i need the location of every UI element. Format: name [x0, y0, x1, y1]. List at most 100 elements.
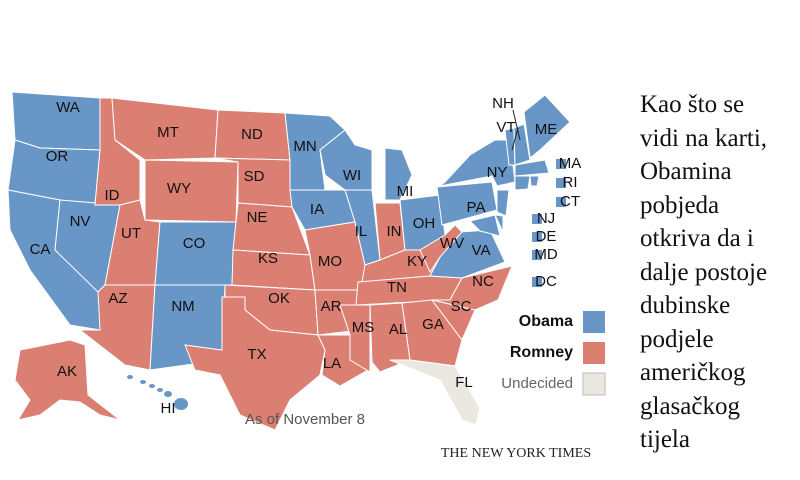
legend-label: Undecided [501, 375, 573, 392]
state [319, 129, 373, 191]
state [523, 94, 571, 159]
state [469, 214, 501, 237]
state-label: NY [487, 164, 508, 181]
state-label: ME [535, 121, 558, 138]
state-label: AZ [108, 290, 127, 307]
state-label: DC [535, 273, 557, 290]
state-label: IN [387, 223, 402, 240]
caption-line: pobjeda [640, 191, 720, 219]
state-label: MA [559, 155, 582, 172]
leader-line [512, 109, 521, 141]
state [369, 302, 411, 373]
state-label: MO [318, 253, 342, 270]
state-label: NE [247, 209, 268, 226]
state [149, 384, 155, 388]
state [384, 147, 413, 201]
state-label: OH [413, 215, 436, 232]
state-swatch [532, 232, 542, 242]
state [339, 304, 371, 373]
state-swatch [556, 197, 566, 207]
state-label: TN [387, 279, 407, 296]
state-label: NJ [537, 210, 555, 227]
state-label: CT [560, 193, 580, 210]
state [164, 391, 172, 397]
legend-swatch [583, 311, 605, 333]
state [284, 112, 346, 191]
leader-line [511, 127, 519, 151]
state [184, 296, 326, 431]
state [494, 214, 504, 233]
state [157, 388, 163, 392]
state [496, 189, 510, 217]
state-label: RI [563, 174, 578, 191]
legend-swatch [583, 342, 605, 364]
state-label: CA [30, 241, 51, 258]
state-label: NV [70, 213, 91, 230]
state-label: OR [46, 148, 69, 165]
state-label: UT [121, 225, 141, 242]
state-label: VA [472, 242, 491, 259]
state-label: AR [321, 298, 342, 315]
state [154, 221, 237, 286]
state-label: IL [355, 223, 368, 240]
caption-line: Obamina [640, 158, 732, 185]
state [430, 299, 476, 341]
state-label: FL [455, 374, 473, 391]
legend-swatch [582, 372, 606, 396]
state-label: OK [268, 290, 290, 307]
caption-line: tijela [640, 426, 690, 453]
state [127, 375, 133, 379]
state-swatch [532, 277, 542, 287]
state-label: KS [258, 250, 278, 267]
note: As of November 8 [245, 411, 365, 428]
map: WA OR CA NV ID MT WY UT CO AZ NM ND SD NE KS OK TX MN IA MO… [7, 91, 606, 461]
state-label: WA [56, 99, 80, 116]
state [144, 159, 239, 223]
caption-line: otkriva da i [640, 225, 754, 252]
state-label: VT [496, 119, 515, 136]
state-label: MS [352, 319, 375, 336]
source: THE NEW YORK TIMES [441, 446, 591, 461]
state-label: MN [293, 138, 316, 155]
state-label: SD [244, 168, 265, 185]
state-swatch [556, 159, 566, 169]
state [513, 123, 531, 166]
state-label: CO [183, 235, 206, 252]
state [174, 398, 188, 410]
legend-label: Obama [519, 313, 573, 330]
state-label: DE [536, 228, 557, 245]
state [514, 159, 550, 177]
state-label: AL [389, 321, 407, 338]
state-label: ND [241, 126, 263, 143]
caption-line: dalje postoje [640, 258, 768, 286]
state-label: MT [157, 124, 179, 141]
caption-line: podjele [640, 325, 714, 353]
state [140, 380, 146, 384]
state [389, 359, 481, 426]
state-label: NH [492, 95, 514, 112]
caption: Kao što se vidi na karti, Obamina pobjeda ot… [640, 88, 767, 457]
state-labels: WA OR CA NV ID MT WY UT CO AZ NM ND SD NE KS OK TX MN IA MO… [30, 95, 606, 417]
caption-line: vidi na karti, [640, 124, 768, 152]
state-label: PA [467, 199, 486, 216]
state-swatch [532, 214, 542, 224]
caption-line: američkog [640, 359, 746, 386]
caption-line: dubinske [640, 292, 731, 319]
state-label: ID [105, 187, 120, 204]
state-label: LA [323, 355, 341, 372]
state-label: HI [161, 400, 176, 417]
state [419, 224, 463, 274]
state-label: AK [57, 363, 77, 380]
state-label: NC [472, 273, 494, 290]
state [529, 175, 540, 187]
state-swatch [556, 178, 566, 188]
state-label: WV [440, 235, 464, 252]
state-label: GA [422, 316, 444, 333]
state-label: KY [407, 253, 427, 270]
state [14, 339, 121, 421]
state [111, 97, 219, 161]
caption-line: glasačkog [640, 392, 740, 420]
state [401, 299, 463, 367]
state-label: WY [167, 180, 191, 197]
